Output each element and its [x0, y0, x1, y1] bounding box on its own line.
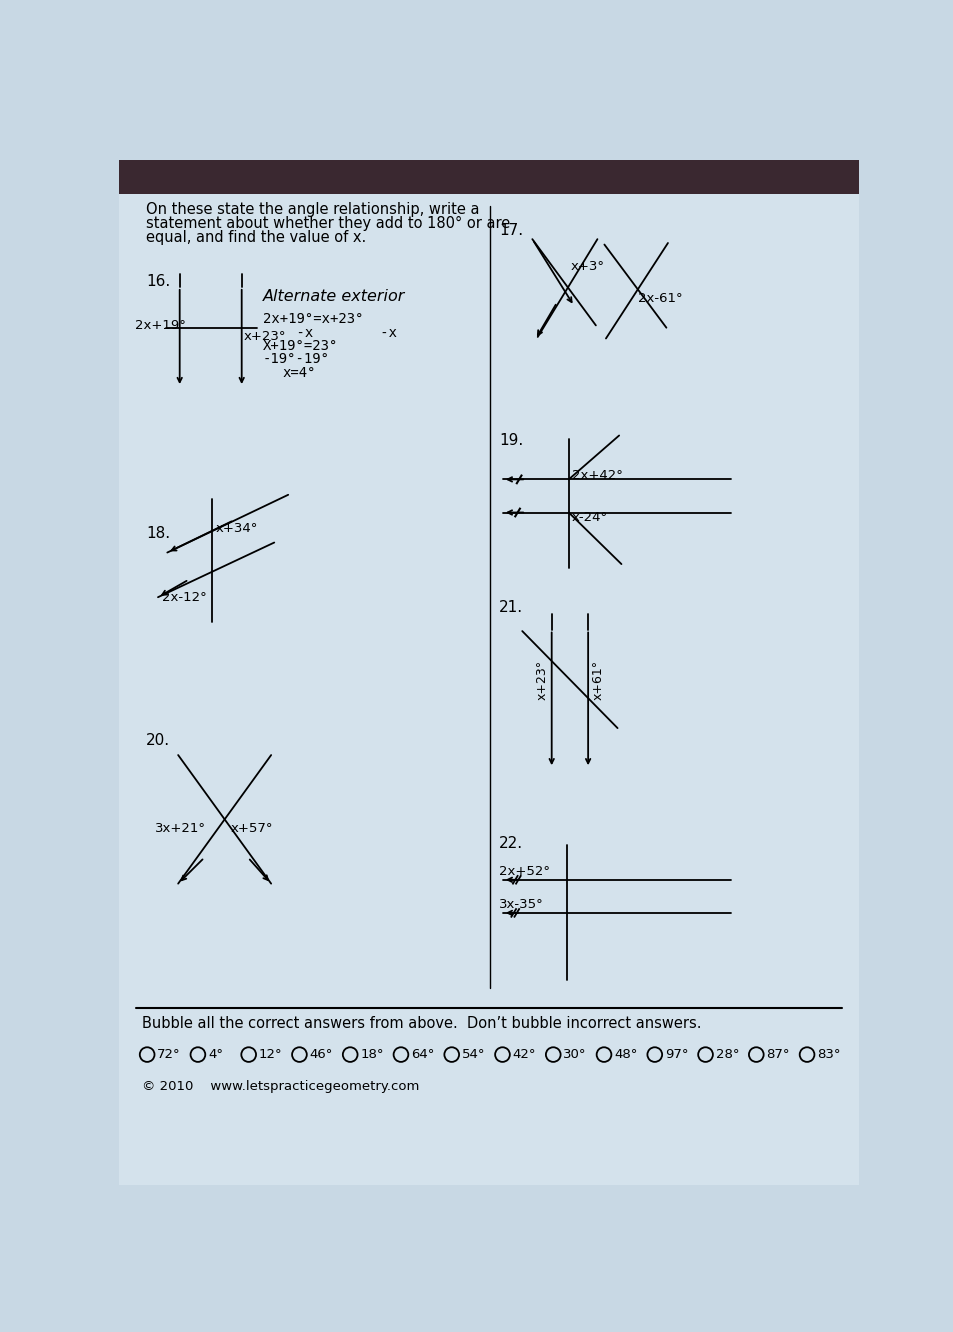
Text: 20.: 20.	[146, 734, 171, 749]
Text: 17.: 17.	[498, 222, 522, 238]
Text: x+61°: x+61°	[591, 659, 603, 699]
Text: 42°: 42°	[512, 1048, 536, 1062]
Text: 2x+42°: 2x+42°	[571, 469, 622, 482]
Text: -x        -x: -x -x	[262, 326, 396, 340]
Text: x+23°: x+23°	[535, 659, 548, 699]
Text: X+19°=23°: X+19°=23°	[262, 340, 337, 353]
Text: 4°: 4°	[208, 1048, 223, 1062]
Text: 2x-61°: 2x-61°	[638, 292, 682, 305]
Text: statement about whether they add to 180° or are: statement about whether they add to 180°…	[146, 216, 510, 230]
Text: 16.: 16.	[146, 274, 171, 289]
Text: x+57°: x+57°	[231, 822, 274, 835]
Text: -19°-19°: -19°-19°	[262, 353, 330, 366]
Text: 2x+19°=x+23°: 2x+19°=x+23°	[262, 312, 363, 326]
Text: 12°: 12°	[258, 1048, 282, 1062]
Text: 21.: 21.	[498, 601, 522, 615]
Text: Bubble all the correct answers from above.  Don’t bubble incorrect answers.: Bubble all the correct answers from abov…	[142, 1016, 701, 1031]
Text: equal, and find the value of x.: equal, and find the value of x.	[146, 230, 366, 245]
Text: Alternate exterior: Alternate exterior	[262, 289, 405, 304]
Text: On these state the angle relationship, write a: On these state the angle relationship, w…	[146, 202, 479, 217]
Text: 2x+52°: 2x+52°	[498, 866, 550, 878]
Text: 83°: 83°	[817, 1048, 840, 1062]
Text: 87°: 87°	[765, 1048, 789, 1062]
Text: x-24°: x-24°	[571, 511, 607, 523]
Text: x+34°: x+34°	[215, 522, 257, 534]
Text: 48°: 48°	[614, 1048, 637, 1062]
Text: x=4°: x=4°	[282, 366, 315, 380]
Text: 3x-35°: 3x-35°	[498, 898, 543, 911]
Text: 2x+19°: 2x+19°	[134, 318, 186, 332]
Text: 46°: 46°	[309, 1048, 333, 1062]
Text: 97°: 97°	[664, 1048, 688, 1062]
Text: 30°: 30°	[562, 1048, 586, 1062]
Text: 18°: 18°	[360, 1048, 383, 1062]
Text: 22.: 22.	[498, 836, 522, 851]
Text: 28°: 28°	[715, 1048, 739, 1062]
Text: 2x-12°: 2x-12°	[162, 591, 207, 603]
Text: 3x+21°: 3x+21°	[154, 822, 206, 835]
Text: x+3°: x+3°	[571, 260, 604, 273]
Text: 19.: 19.	[498, 433, 522, 448]
Text: 54°: 54°	[461, 1048, 485, 1062]
Text: x+23°: x+23°	[244, 330, 286, 344]
Bar	[119, 160, 858, 194]
Text: 18.: 18.	[146, 526, 171, 541]
Text: 64°: 64°	[411, 1048, 434, 1062]
Text: 72°: 72°	[157, 1048, 181, 1062]
Text: © 2010    www.letspracticegeometry.com: © 2010 www.letspracticegeometry.com	[142, 1080, 419, 1094]
